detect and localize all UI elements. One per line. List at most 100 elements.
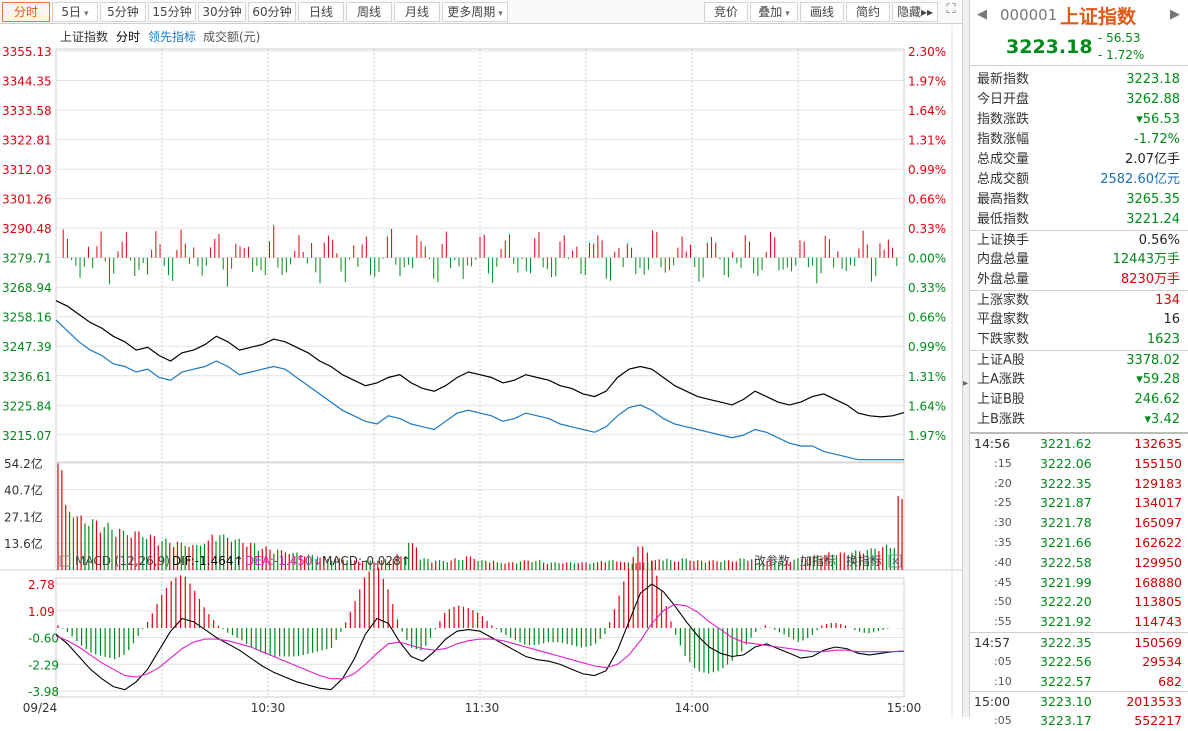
tick-time: :05 [994, 714, 1012, 728]
pct-axis-label: 0.99% [908, 340, 946, 354]
next-stock-icon[interactable]: ▶ [1170, 7, 1180, 22]
price-axis-label: 3215.07 [2, 429, 52, 443]
stat-row: 下跌家数 1623 [970, 330, 1188, 350]
tick-row: :35 3221.66 162622 [970, 533, 1188, 553]
price-axis-label: 3258.16 [2, 311, 52, 325]
stat-value: 3265.35 [1126, 192, 1180, 207]
tick-volume: 114743 [1134, 614, 1182, 630]
tick-time: :45 [994, 575, 1012, 589]
stat-value: 1623 [1146, 332, 1180, 347]
tick-time: :25 [994, 496, 1012, 510]
time-axis-label: 09/24 [23, 701, 58, 715]
panel-divider [962, 0, 970, 717]
stat-label: 外盘总量 [977, 272, 1030, 287]
price-axis-label: 3290.48 [2, 222, 52, 236]
pct-axis-label: 1.31% [908, 134, 946, 148]
macd-action-1[interactable]: 加指标 [800, 553, 836, 568]
macd-close-icon[interactable] [888, 554, 902, 568]
stat-value: ▾59.28 [1136, 372, 1180, 387]
tool-button-3[interactable]: 简约 [846, 2, 890, 22]
tick-volume: 168880 [1134, 574, 1182, 590]
tick-time: :55 [994, 615, 1012, 629]
period-button-8[interactable]: 月线 [394, 2, 440, 22]
period-button-4[interactable]: 30分钟 [198, 2, 246, 22]
tool-button-1[interactable]: 叠加 [750, 2, 798, 22]
quote-stats: 最新指数 3223.18 今日开盘 3262.88 指数涨跌 ▾56.53 指数涨幅 -1.7… [970, 66, 1188, 430]
stat-label: 上涨家数 [977, 293, 1030, 308]
tick-time: 14:56 [974, 436, 1011, 451]
macd-action-2[interactable]: 换指标 [846, 553, 882, 568]
prev-stock-icon[interactable]: ◀ [977, 7, 987, 22]
price-axis-label: 3312.03 [2, 163, 52, 177]
time-axis-label: 10:30 [251, 701, 286, 715]
stat-label: 指数涨跌 [977, 112, 1030, 127]
tick-price: 3222.35 [1040, 634, 1092, 650]
period-button-6[interactable]: 日线 [298, 2, 344, 22]
quote-header: ◀ 000001 上证指数 ▶ 3223.18 - 56.53 - 1.72% [970, 0, 1188, 66]
stat-label: 平盘家数 [977, 312, 1030, 327]
stat-value: 16 [1163, 312, 1180, 327]
tick-row: :15 3222.06 155150 [970, 454, 1188, 474]
macd-settings-icon [59, 555, 71, 567]
pct-axis-label: 2.30% [908, 45, 946, 59]
legend-amount: 成交额(元) [203, 29, 260, 44]
stat-label: 总成交量 [977, 152, 1030, 167]
stat-label: 最低指数 [977, 212, 1030, 227]
tick-time: :10 [994, 674, 1012, 688]
macd-axis-label: -3.98 [28, 685, 59, 699]
tick-row: :25 3221.87 134017 [970, 493, 1188, 513]
tick-row: :05 3222.56 29534 [970, 652, 1188, 672]
stat-value: 3262.88 [1126, 92, 1180, 107]
tick-volume: 129183 [1134, 475, 1182, 491]
period-button-2[interactable]: 5分钟 [100, 2, 146, 22]
intraday-chart: 3355.13 2.30% 3344.35 1.97% 3333.58 1.64% 3322… [0, 25, 962, 717]
period-button-1[interactable]: 5日 [52, 2, 98, 22]
tick-time: :20 [994, 476, 1012, 490]
period-button-9[interactable]: 更多周期 [442, 2, 508, 22]
tick-price: 3222.20 [1040, 594, 1092, 610]
tick-row: :05 3223.17 552217 [970, 711, 1188, 731]
period-button-0[interactable]: 分时 [2, 2, 50, 22]
price-axis-label: 3247.39 [2, 340, 52, 354]
volume-axis-label: 40.7亿 [4, 483, 43, 498]
pct-axis-label: 1.31% [908, 370, 946, 384]
stat-value: -1.72% [1134, 132, 1180, 147]
volume-axis-label: 54.2亿 [4, 456, 43, 471]
tool-button-0[interactable]: 竞价 [704, 2, 748, 22]
chart-canvas: 3355.13 2.30% 3344.35 1.97% 3333.58 1.64% 3322… [0, 25, 962, 717]
stat-label: 总成交额 [977, 172, 1030, 187]
tick-time: :30 [994, 516, 1012, 530]
tool-button-4[interactable]: 隐藏▸▸ [892, 2, 938, 22]
tick-price: 3222.06 [1040, 455, 1092, 471]
collapse-panel-icon[interactable]: ▸ [963, 378, 969, 389]
stat-row: 总成交量 2.07亿手 [970, 150, 1188, 170]
tick-time: :40 [994, 555, 1012, 569]
tick-row: 14:56 3221.62 132635 [970, 434, 1188, 454]
tick-price: 3221.62 [1040, 436, 1092, 451]
pct-axis-label: 1.64% [908, 104, 946, 118]
index-line [55, 300, 905, 418]
tick-time: 14:57 [974, 634, 1011, 650]
stat-value: 134 [1155, 293, 1180, 308]
tick-price: 3222.57 [1040, 673, 1092, 689]
macd-axis-label: -2.29 [28, 658, 59, 672]
period-button-3[interactable]: 15分钟 [148, 2, 196, 22]
fullscreen-icon[interactable]: ⛶ [946, 2, 956, 17]
tick-volume: 134017 [1134, 495, 1182, 511]
macd-action-0[interactable]: 改参数 [754, 553, 790, 568]
stat-row: 上证B股 246.62 [970, 390, 1188, 410]
price-change-pct: - 1.72% [1098, 48, 1145, 62]
pct-axis-label: 1.97% [908, 429, 946, 443]
stat-row: 指数涨跌 ▾56.53 [970, 110, 1188, 130]
period-button-5[interactable]: 60分钟 [248, 2, 296, 22]
macd-close-icon-glyph: ✕ [891, 557, 899, 568]
price-axis-label: 3301.26 [2, 193, 52, 207]
tick-volume: 162622 [1134, 534, 1182, 550]
tick-price: 3221.92 [1040, 614, 1092, 630]
price-axis-label: 3333.58 [2, 104, 52, 118]
stat-row: 今日开盘 3262.88 [970, 90, 1188, 110]
period-button-7[interactable]: 周线 [346, 2, 392, 22]
tool-button-2[interactable]: 画线 [800, 2, 844, 22]
stat-value: 246.62 [1134, 392, 1181, 407]
legend-index-name: 上证指数 [60, 29, 108, 44]
